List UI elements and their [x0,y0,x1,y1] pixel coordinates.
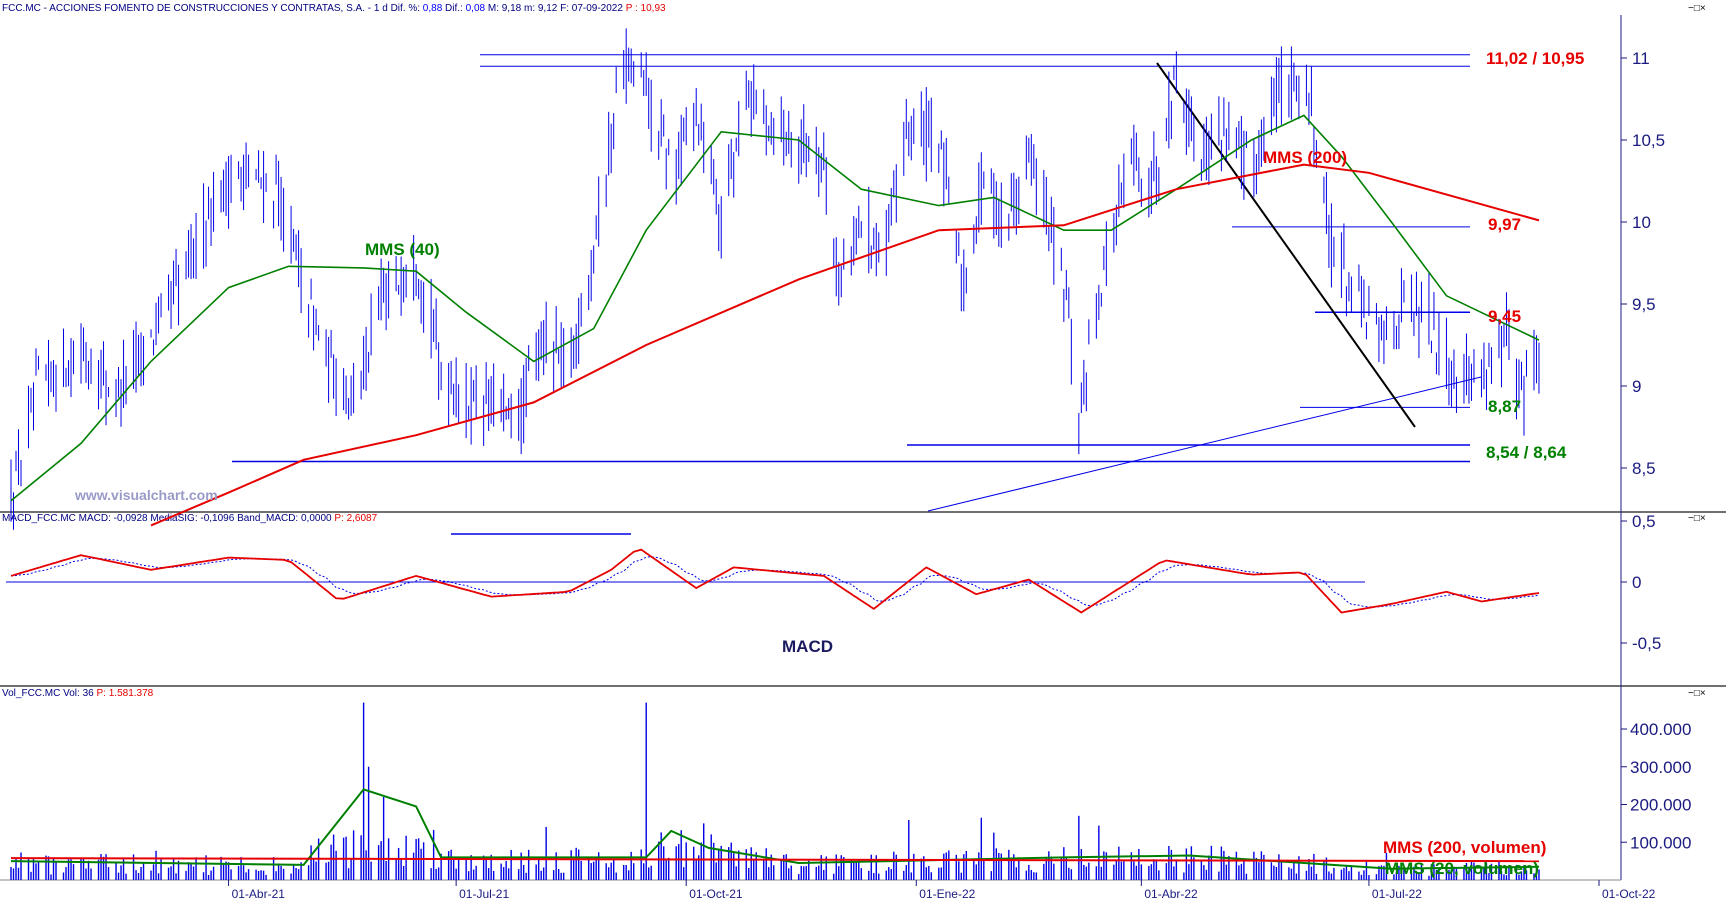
level-label-s2: 8,54 / 8,64 [1486,443,1567,462]
macd-label: MACD [782,637,833,656]
price-bars [10,28,1540,530]
mms40-line [10,114,1540,502]
x-axis-label: 01-Oct-22 [1602,887,1656,901]
volume-mms20-line [10,788,1540,870]
mms200-line [150,163,1540,527]
moving-averages [10,114,1540,527]
price-axis-label: 9 [1632,377,1641,396]
level-lines [232,54,1482,512]
x-axis-label: 01-Abr-21 [232,887,286,901]
volume-header: Vol_FCC.MC Vol: 36 P: 1.581.378 [2,688,154,699]
volume-mms200-line [10,857,1540,863]
macd-header: MACD_FCC.MC MACD: -0,0928 MediaSIG: -0,1… [2,513,378,524]
price-axis-label: 11 [1632,49,1650,68]
level-label-s1: 8,87 [1488,397,1521,416]
level-label-r2: 9,97 [1488,215,1521,234]
x-axis-label: 01-Jul-22 [1372,887,1422,901]
falling-trend-line [1156,62,1416,428]
axis-labels: 11 10,5 10 9,5 9 8,5 0,5 0 -0,5 400.000 300.000 200… [228,49,1691,901]
x-axis-label: 01-Ene-22 [919,887,975,901]
macd-axis-label: 0,5 [1632,512,1656,531]
level-label-r1: 11,02 / 10,95 [1486,49,1584,68]
volume-axis-label: 100.000 [1630,833,1691,852]
price-axis-label: 8,5 [1632,459,1656,478]
price-header: FCC.MC - ACCIONES FOMENTO DE CONSTRUCCIO… [2,3,666,14]
macd-line [10,548,1540,614]
price-axis-label: 9,5 [1632,295,1656,314]
x-axis-label: 01-Jul-21 [459,887,509,901]
macd-window-controls[interactable]: −□× [1688,513,1706,524]
price-axis-label: 10 [1632,213,1651,232]
volume-bars [10,702,1540,880]
watermark: www.visualchart.com [74,487,218,503]
volume-window-controls[interactable]: −□× [1688,688,1706,699]
level-label-r3: 9,45 [1488,307,1521,326]
vol20-label: MMS (20, volumen) [1385,859,1539,878]
rising-support-line [927,376,1482,512]
mms200-label: MMS (200) [1263,148,1347,167]
volume-axis-label: 300.000 [1630,758,1691,777]
macd-axis-label: -0,5 [1632,634,1661,653]
x-axis-label: 01-Abr-22 [1144,887,1198,901]
price-window-controls[interactable]: −□× [1688,3,1706,14]
price-axis-label: 10,5 [1632,131,1665,150]
volume-axis-label: 200.000 [1630,796,1691,815]
macd-axis-label: 0 [1632,573,1641,592]
x-axis-label: 01-Oct-21 [689,887,743,901]
mms40-label: MMS (40) [365,240,440,259]
volume-axis-label: 400.000 [1630,720,1691,739]
vol200-label: MMS (200, volumen) [1383,838,1546,857]
macd-lines [6,533,1540,614]
